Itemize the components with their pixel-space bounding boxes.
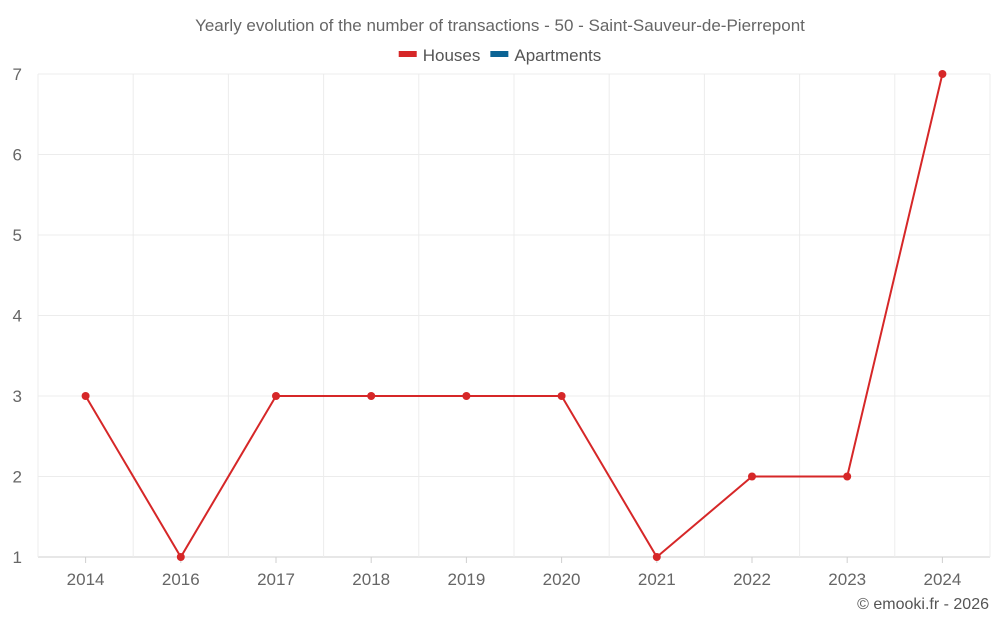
x-tick-label: 2020 [543, 570, 581, 589]
x-axis: 2014 2016 2017 2018 2019 2020 2021 2022 2023 2024 [67, 557, 961, 589]
data-point[interactable] [557, 392, 566, 400]
series-layer [81, 70, 947, 561]
data-point[interactable] [176, 553, 185, 561]
legend-item-houses[interactable]: Houses [398, 46, 481, 65]
y-tick-label: 6 [13, 146, 22, 165]
data-point[interactable] [272, 392, 280, 400]
series-line-houses [84, 73, 944, 559]
x-tick-label: 2024 [923, 570, 961, 589]
y-tick-label: 2 [13, 468, 22, 487]
y-tick-label: 7 [13, 65, 22, 84]
data-point[interactable] [367, 392, 376, 400]
chart-title: Yearly evolution of the number of transa… [195, 16, 805, 35]
grid [37, 73, 991, 558]
x-tick-label: 2022 [733, 570, 771, 589]
legend-label: Houses [423, 46, 481, 65]
credit-text: © emooki.fr - 2026 [857, 596, 989, 613]
y-tick-label: 1 [13, 548, 22, 567]
x-tick-label: 2019 [447, 570, 485, 589]
x-tick-label: 2017 [257, 570, 295, 589]
x-tick-label: 2021 [638, 570, 676, 589]
legend-label: Apartments [514, 46, 601, 65]
legend: Houses Apartments [398, 46, 601, 65]
data-point[interactable] [843, 472, 852, 481]
x-tick-label: 2014 [67, 570, 105, 589]
data-point[interactable] [938, 70, 947, 78]
legend-swatch [490, 51, 509, 57]
y-axis: 1 2 3 4 5 6 7 [13, 65, 22, 567]
y-tick-label: 5 [13, 226, 22, 245]
x-tick-label: 2016 [162, 570, 200, 589]
x-tick-label: 2023 [828, 570, 866, 589]
legend-swatch [398, 51, 417, 57]
data-point[interactable] [462, 392, 471, 400]
x-tick-label: 2018 [352, 570, 390, 589]
y-tick-label: 3 [13, 387, 22, 406]
data-point[interactable] [748, 472, 756, 481]
y-tick-label: 4 [13, 307, 22, 326]
legend-item-apartments[interactable]: Apartments [490, 46, 601, 65]
data-point[interactable] [81, 392, 90, 400]
data-point[interactable] [652, 553, 661, 561]
